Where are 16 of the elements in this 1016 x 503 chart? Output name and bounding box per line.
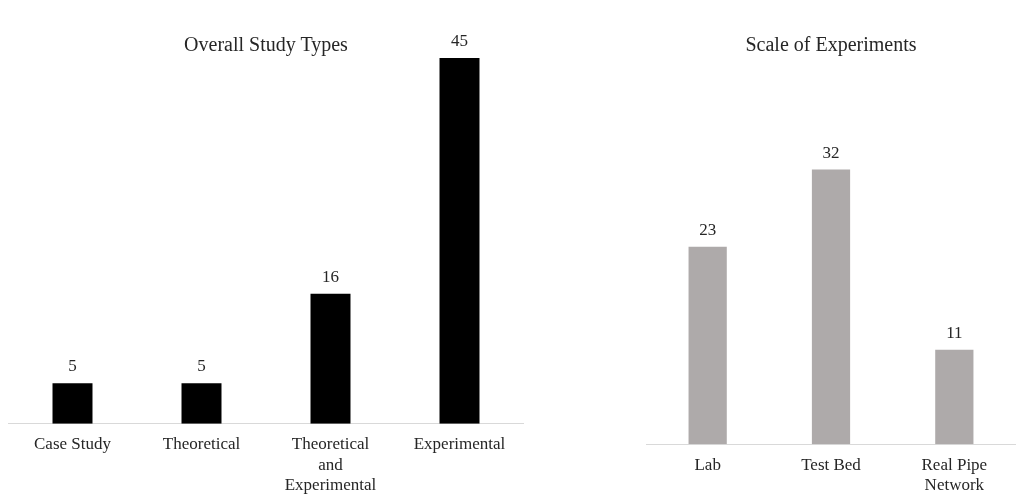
x-tick-label: Case Study: [34, 434, 112, 454]
x-tick-label: Test Bed: [801, 454, 862, 474]
data-label: 23: [699, 219, 717, 239]
data-label: 16: [322, 266, 339, 286]
data-label: 5: [68, 356, 77, 376]
chart-title: Overall Study Types: [184, 33, 349, 57]
data-label: 32: [822, 142, 840, 162]
x-tick-label: Theoretical and Experimental: [284, 434, 377, 495]
data-label: 45: [451, 30, 468, 50]
data-label: 5: [197, 356, 206, 376]
chart-title: Scale of Experiments: [745, 33, 917, 57]
x-tick-label: Real Pipe Network: [921, 454, 988, 495]
x-tick-label: Lab: [694, 454, 721, 474]
data-label: 11: [946, 322, 963, 342]
x-tick-label: Experimental: [413, 434, 506, 454]
x-tick-label: Theoretical: [162, 434, 241, 454]
